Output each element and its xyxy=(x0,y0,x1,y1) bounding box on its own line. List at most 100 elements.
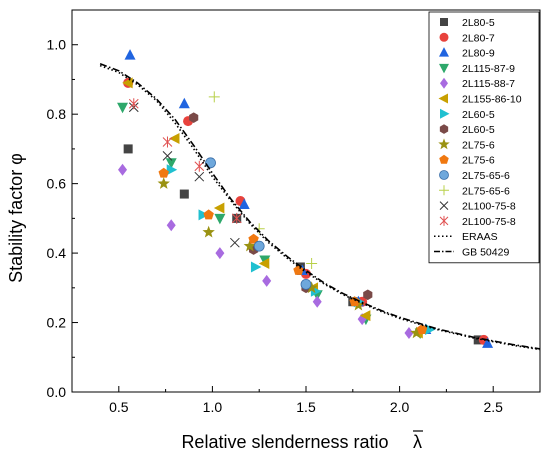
data-point xyxy=(248,233,259,244)
legend-label: 2L155-86-10 xyxy=(462,94,522,106)
legend-label: 2L100-75-8 xyxy=(462,216,516,228)
data-point xyxy=(122,77,133,89)
data-point xyxy=(118,163,128,176)
data-point xyxy=(482,337,494,348)
series-2l60-5 xyxy=(166,164,436,335)
legend-marker-swatch xyxy=(439,185,449,196)
legend-label: ERAAS xyxy=(462,231,498,243)
data-point xyxy=(194,171,205,182)
x-tick-label: 2.0 xyxy=(390,399,410,415)
x-tick-label: 2.5 xyxy=(483,399,503,415)
data-point xyxy=(117,102,129,114)
data-point xyxy=(189,112,199,123)
legend-item: ERAAS xyxy=(434,231,498,243)
legend-marker-swatch xyxy=(439,47,449,57)
data-point xyxy=(410,326,423,339)
legend-label: 2L80-7 xyxy=(462,32,495,44)
legend-marker-swatch xyxy=(439,170,449,180)
legend-marker-swatch xyxy=(439,201,449,210)
series-2l100-75-8 xyxy=(128,98,242,224)
data-point xyxy=(215,247,225,260)
legend-item: 2L75-65-6 xyxy=(439,170,510,182)
x-tick-label: 1.0 xyxy=(203,399,223,415)
data-point xyxy=(202,225,215,238)
legend-marker-swatch xyxy=(439,215,449,226)
legend-item: GB 50429 xyxy=(434,247,509,259)
data-point xyxy=(213,202,225,214)
data-point xyxy=(238,198,250,209)
plot-marks xyxy=(99,49,541,351)
data-point xyxy=(123,144,133,154)
x-axis-symbol: λ xyxy=(413,432,422,452)
data-point xyxy=(416,323,428,334)
data-point xyxy=(198,209,210,221)
legend-label: 2L115-87-9 xyxy=(462,63,515,75)
x-tick-label: 1.5 xyxy=(296,399,316,415)
legend-label: 2L75-6 xyxy=(462,155,495,167)
y-tick-label: 0.2 xyxy=(47,315,67,331)
series-2l100-75-8 xyxy=(128,102,240,248)
legend-item: 2L100-75-8 xyxy=(439,201,516,213)
data-point xyxy=(300,278,312,290)
data-point xyxy=(194,160,205,172)
legend-marker-swatch xyxy=(439,154,449,164)
series-2l115-88-7 xyxy=(118,163,414,339)
data-point xyxy=(162,151,173,161)
data-point xyxy=(158,167,169,178)
legend-label: 2L75-65-6 xyxy=(462,170,510,182)
data-point xyxy=(124,49,136,60)
data-point xyxy=(128,98,139,110)
legend-marker-swatch xyxy=(440,108,450,119)
y-axis-title: Stability factor φ xyxy=(6,153,26,283)
legend-marker-swatch xyxy=(438,93,448,104)
y-tick-label: 0.8 xyxy=(47,106,67,122)
legend-item: 2L80-9 xyxy=(439,47,495,60)
legend-label: 2L75-6 xyxy=(462,139,495,151)
legend-label: 2L100-75-8 xyxy=(462,201,516,213)
data-point xyxy=(253,240,265,252)
series-2l75-65-6 xyxy=(205,157,312,290)
legend-label: 2L80-5 xyxy=(462,17,495,29)
legend-item: 2L60-5 xyxy=(440,108,495,121)
data-point xyxy=(473,335,483,345)
legend-label: 2L60-5 xyxy=(462,109,495,121)
legend-label: 2L75-65-6 xyxy=(462,185,510,197)
data-point xyxy=(179,189,189,199)
data-point xyxy=(363,289,373,301)
legend-item: 2L80-7 xyxy=(439,32,495,44)
legend-item: 2L75-6 xyxy=(439,154,495,167)
legend-item: 2L75-65-6 xyxy=(439,185,510,197)
data-point xyxy=(230,237,240,248)
legend-marker-swatch xyxy=(440,18,448,26)
data-point xyxy=(250,261,262,273)
y-tick-label: 0.0 xyxy=(47,384,67,400)
data-point xyxy=(262,274,272,287)
data-point xyxy=(208,91,220,103)
data-point xyxy=(305,281,318,294)
data-point xyxy=(166,219,176,232)
legend-label: 2L80-9 xyxy=(462,48,495,60)
data-point xyxy=(231,212,242,224)
legend-marker-swatch xyxy=(439,32,449,42)
legend-label: 2L60-5 xyxy=(462,124,495,136)
legend-label: 2L115-88-7 xyxy=(462,78,515,90)
data-point xyxy=(165,158,177,169)
legend-marker-swatch xyxy=(439,63,449,74)
y-tick-label: 0.6 xyxy=(47,176,67,192)
legend-item: 2L100-75-8 xyxy=(439,215,516,228)
data-point xyxy=(157,177,170,189)
curve-eraas xyxy=(99,64,541,351)
series-eraas xyxy=(99,64,541,351)
data-point xyxy=(214,213,226,225)
data-point xyxy=(243,239,257,252)
legend-item: 2L75-6 xyxy=(438,138,495,151)
data-point xyxy=(359,310,371,322)
x-axis-title: Relative slenderness ratio xyxy=(181,432,388,452)
axis-ticks: 0.5 1.0 1.5 2.0 2.5 0.0 0.2 0.4 0.6 0.8 1.0 xyxy=(47,37,504,415)
legend-item: 2L115-88-7 xyxy=(440,77,515,90)
data-point xyxy=(168,132,180,144)
series-2l75-6 xyxy=(158,167,428,334)
legend-label: GB 50429 xyxy=(462,247,509,259)
data-point xyxy=(162,136,173,148)
